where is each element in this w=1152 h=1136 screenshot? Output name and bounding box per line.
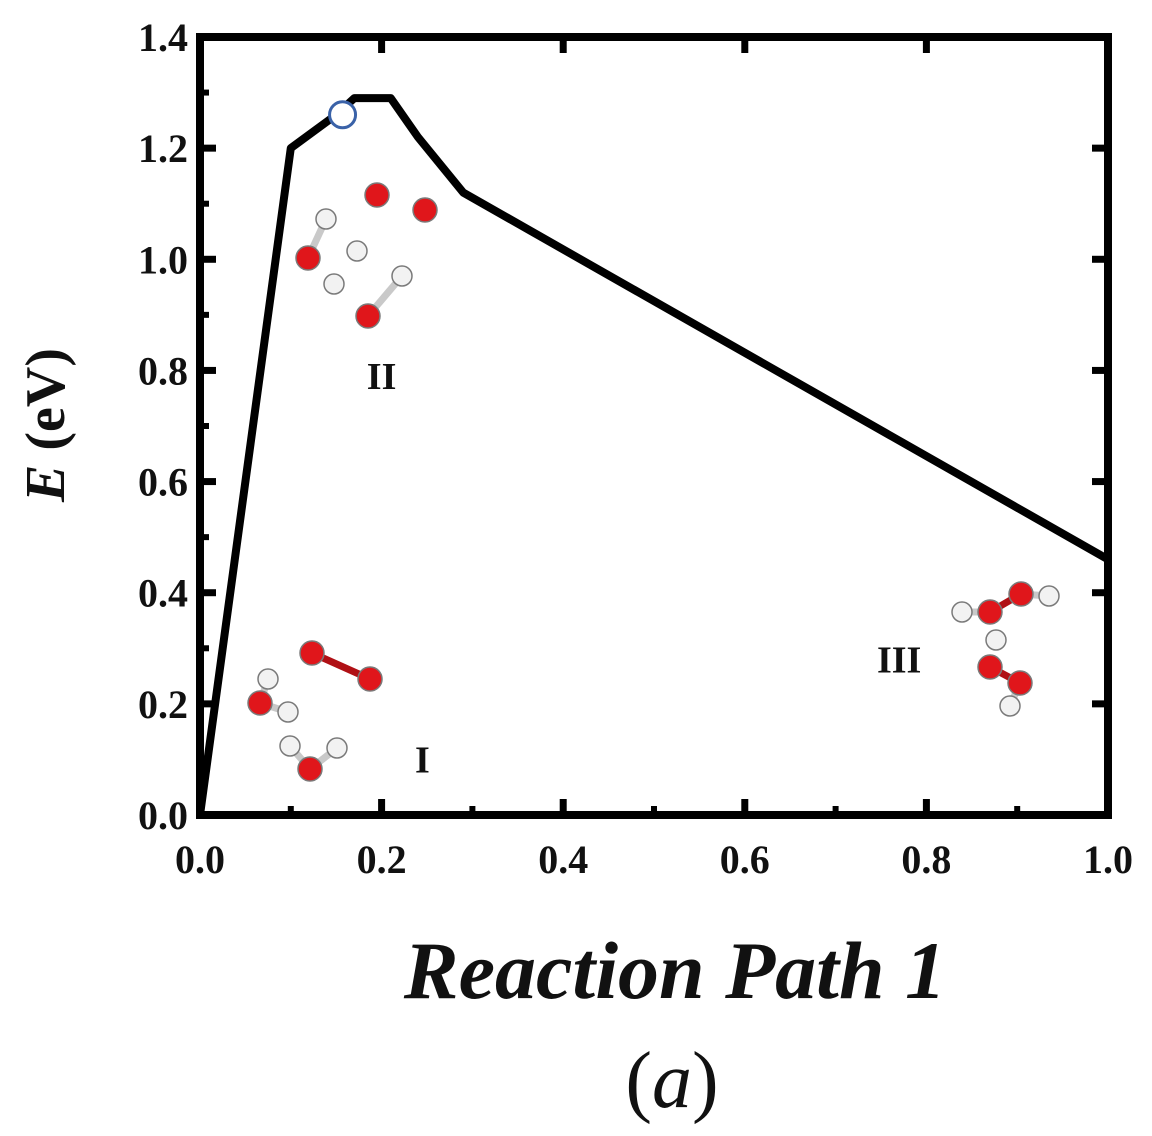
oxygen-atom	[1007, 670, 1033, 696]
oxygen-atom	[295, 245, 321, 271]
hydrogen-atom	[985, 629, 1007, 651]
oxygen-atom	[977, 599, 1003, 625]
y-tick-label: 1.4	[138, 15, 188, 60]
panel-label-letter: a	[652, 1037, 692, 1125]
hydrogen-atom	[391, 265, 413, 287]
y-tick-label: 0.8	[138, 348, 188, 393]
x-axis-title: Reaction Path 1	[403, 925, 946, 1016]
hydrogen-atom	[951, 601, 973, 623]
hydrogen-atom	[999, 695, 1021, 717]
y-tick-marks	[200, 33, 1108, 819]
x-tick-label: 0.6	[720, 837, 770, 882]
hydrogen-atom	[315, 208, 337, 230]
x-tick-label: 0.2	[357, 837, 407, 882]
oxygen-atom	[1008, 581, 1034, 607]
energy-curve	[196, 94, 1110, 816]
hydrogen-atom	[279, 735, 301, 757]
oxygen-atom	[357, 666, 383, 692]
y-axis-unit: (eV)	[15, 348, 77, 465]
hydrogen-atom	[326, 737, 348, 759]
oxygen-atom	[299, 640, 325, 666]
hydrogen-atom	[323, 273, 345, 295]
oxygen-atom	[355, 303, 381, 329]
y-tick-label: 1.0	[138, 237, 188, 282]
x-tick-marks	[196, 37, 1112, 815]
hydrogen-atom	[257, 668, 279, 690]
transition-state-marker	[328, 100, 358, 130]
state-label: III	[877, 639, 921, 681]
x-tick-labels: 0.0 0.2 0.4 0.6 0.8 1.0	[175, 837, 1133, 882]
oxygen-atom	[412, 197, 438, 223]
y-tick-labels: 0.0 0.2 0.4 0.6 0.8 1.0 1.2 1.4	[138, 15, 188, 838]
hydrogen-atom	[1038, 585, 1060, 607]
panel-label-close: )	[692, 1037, 719, 1125]
y-tick-label: 0.0	[138, 793, 188, 838]
state-label: II	[367, 356, 397, 398]
panel-label-open: (	[625, 1037, 652, 1125]
plot-frame	[196, 33, 1112, 819]
y-axis-symbol: E	[15, 465, 77, 503]
molecule-illustrations	[247, 182, 1060, 782]
x-tick-label: 1.0	[1083, 837, 1133, 882]
x-tick-label: 0.8	[901, 837, 951, 882]
y-tick-label: 0.4	[138, 571, 188, 616]
oxygen-atom	[364, 182, 390, 208]
panel-label: (a)	[625, 1037, 718, 1125]
x-tick-label: 0.0	[175, 837, 225, 882]
hydrogen-atom	[346, 240, 368, 262]
y-axis-title: E (eV)	[15, 348, 77, 503]
x-tick-label: 0.4	[538, 837, 588, 882]
oxygen-atom	[977, 654, 1003, 680]
state-label: I	[415, 739, 430, 781]
oxygen-atom	[297, 756, 323, 782]
oxygen-atom	[247, 690, 273, 716]
hydrogen-atom	[277, 701, 299, 723]
y-tick-label: 1.2	[138, 126, 188, 171]
y-tick-label: 0.6	[138, 460, 188, 505]
y-tick-label: 0.2	[138, 682, 188, 727]
